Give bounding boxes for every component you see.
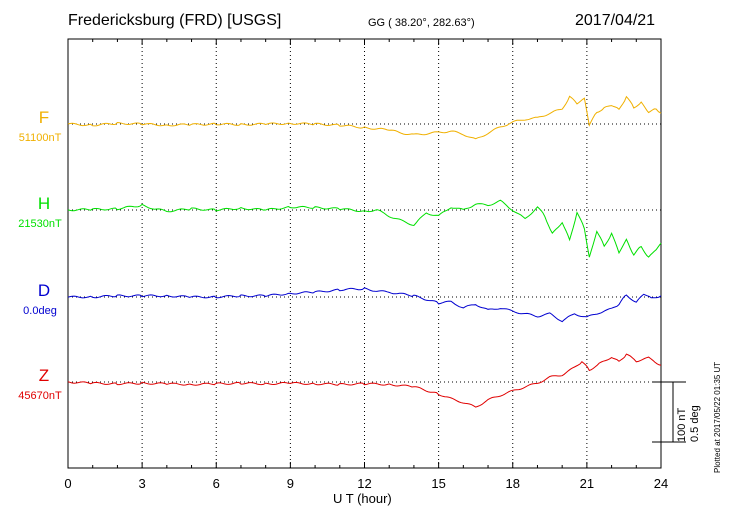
series-name-f: F: [39, 108, 49, 127]
station-title: Fredericksburg (FRD) [USGS]: [68, 12, 282, 29]
series-baseline-h: 21530nT: [18, 218, 62, 230]
series-name-d: D: [38, 281, 50, 300]
series-name-h: H: [38, 194, 50, 213]
x-tick-label: 18: [506, 476, 520, 491]
series-line-f: [67, 95, 662, 140]
x-tick-label: 0: [64, 476, 71, 491]
x-axis-title: U T (hour): [333, 491, 392, 506]
x-tick-label: 12: [357, 476, 371, 491]
x-tick-label: 15: [431, 476, 445, 491]
plotted-timestamp: Plotted at 2017/05/22 01:35 UT: [713, 361, 722, 473]
series-baseline-d: 0.0deg: [23, 305, 57, 317]
series-line-d: [67, 287, 662, 323]
x-tick-label: 6: [213, 476, 220, 491]
series-baseline-z: 45670nT: [18, 390, 62, 402]
series-name-z: Z: [39, 366, 49, 385]
x-tick-label: 21: [580, 476, 594, 491]
scale-bar-deg-label: 0.5 deg: [689, 405, 701, 442]
series-baseline-f: 51100nT: [19, 132, 62, 144]
coordinates-label: GG ( 38.20°, 282.63°): [368, 17, 475, 29]
x-tick-label: 3: [139, 476, 146, 491]
x-tick-label: 9: [287, 476, 294, 491]
date-label: 2017/04/21: [575, 12, 656, 29]
scale-bar-nt-label: 100 nT: [676, 407, 688, 442]
series-line-z: [67, 353, 662, 408]
series-line-h: [67, 199, 662, 258]
x-tick-label: 24: [654, 476, 668, 491]
